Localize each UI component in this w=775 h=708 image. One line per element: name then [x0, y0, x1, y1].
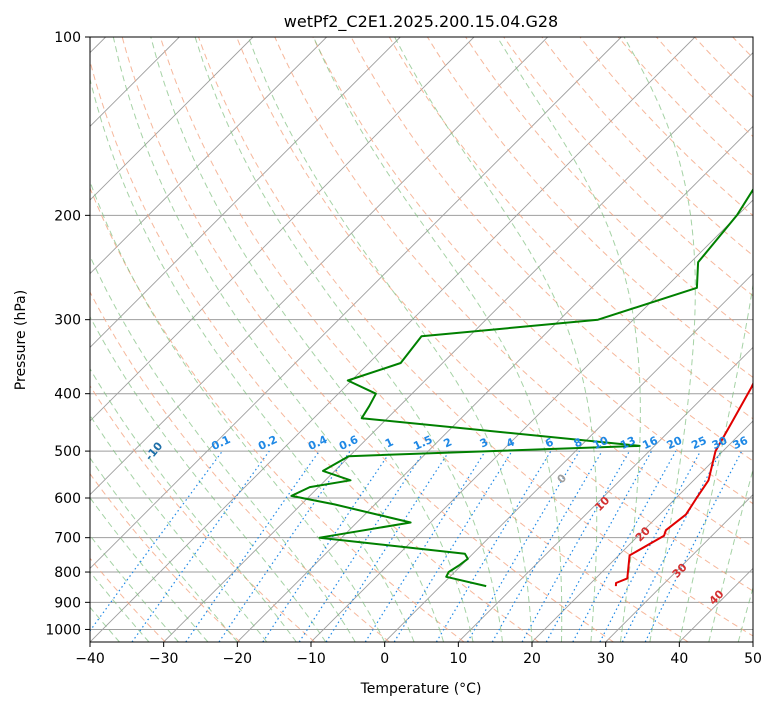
grid-layer	[90, 37, 753, 642]
isotherm-line	[90, 37, 475, 422]
y-tick-label: 1000	[45, 622, 81, 638]
axis-ticks: −40 −30 −20 −10 0 10 20 30 40 50 1000 900 800 700 600 5…	[45, 30, 762, 667]
dry-adiabat-line	[426, 37, 753, 378]
dry-adiabat-line	[274, 37, 753, 548]
isotherm-line	[237, 125, 753, 642]
dry-adiabat-line	[159, 37, 689, 642]
y-axis-label: Pressure (hPa)	[13, 290, 29, 390]
moist-adiabat-line	[623, 37, 696, 642]
mixing-ratio-label: 36	[731, 434, 751, 452]
moist-adiabat-line	[708, 467, 753, 642]
isotherm-line	[90, 37, 696, 642]
profile-layer	[290, 187, 753, 588]
x-tick-label: −40	[75, 651, 105, 667]
dry-adiabat-line	[236, 37, 753, 592]
dry-adiabat-line	[90, 186, 465, 642]
moist-adiabat-line	[90, 254, 356, 642]
dry-adiabat-line	[312, 37, 753, 505]
mixing-ratio-label: 13	[618, 434, 637, 452]
dry-adiabat-line	[388, 37, 753, 420]
moist-adiabat-line	[247, 37, 533, 642]
mixing-ratio-label: 30	[710, 434, 730, 452]
mixing-ratio-line	[298, 450, 425, 642]
y-tick-label: 100	[54, 30, 81, 46]
moist-adiabat-line	[496, 37, 641, 642]
mixing-ratio-line	[491, 450, 603, 642]
x-axis-label: Temperature (°C)	[360, 681, 482, 697]
isotherm-line	[605, 494, 753, 642]
x-tick-label: 50	[744, 651, 762, 667]
isotherm-line	[90, 37, 327, 275]
y-tick-label: 200	[54, 208, 81, 224]
mixing-ratio-line	[185, 450, 320, 642]
dry-adiabat-line	[90, 384, 316, 642]
mixing-ratio-line	[545, 450, 653, 642]
y-tick-label: 900	[54, 595, 81, 611]
moist-adiabat-line	[90, 76, 415, 642]
isotherm-line	[90, 37, 548, 496]
isotherm-line	[163, 52, 753, 642]
mixing-ratio-line	[325, 450, 450, 642]
moist-adiabat-line	[90, 496, 209, 642]
isotherm-line	[90, 37, 254, 201]
x-tick-label: 40	[670, 651, 688, 667]
dry-adiabat-line	[617, 37, 753, 177]
moist-adiabat-line	[150, 37, 474, 642]
y-tick-label: 800	[54, 565, 81, 581]
y-tick-label: 500	[54, 444, 81, 460]
moist-adiabat-line	[112, 37, 445, 642]
y-tick-label: 700	[54, 531, 81, 547]
x-tick-label: 30	[597, 651, 615, 667]
dry-adiabat-line	[121, 37, 614, 642]
dewpoint-profile	[290, 187, 753, 588]
mixing-ratio-label: 16	[640, 434, 660, 452]
moist-adiabat-line	[313, 37, 563, 642]
mixing-ratio-line	[364, 450, 486, 642]
moist-adiabat-line	[90, 414, 268, 642]
dry-adiabat-line	[503, 37, 753, 297]
moist-adiabat-line	[90, 457, 238, 642]
dry-adiabat-line	[90, 291, 390, 642]
moist-adiabat-line	[90, 571, 150, 642]
mixing-ratio-line	[572, 450, 677, 642]
y-tick-label: 300	[54, 313, 81, 329]
chart-title: wetPf2_C2E1.2025.200.15.04.G28	[284, 12, 558, 32]
y-tick-label: 400	[54, 387, 81, 403]
isotherm-line	[90, 37, 622, 569]
moist-adiabat-line	[194, 37, 503, 642]
isotherm-line	[384, 273, 753, 642]
moist-adiabat-line	[90, 534, 179, 642]
x-tick-label: 20	[523, 651, 541, 667]
mixing-ratio-line	[131, 450, 270, 642]
moist-adiabat-line	[737, 585, 753, 642]
isotherm-line	[90, 37, 401, 348]
mixing-ratio-line	[466, 450, 580, 642]
mixing-ratio-line	[435, 450, 552, 642]
mixing-ratio-label: 10	[591, 434, 611, 452]
mixing-ratio-label: 20	[665, 434, 685, 452]
isotherm-line	[310, 199, 753, 642]
plot-frame	[89, 36, 754, 643]
x-tick-label: −10	[296, 651, 326, 667]
moist-adiabat-line	[394, 37, 598, 642]
mixing-ratio-line	[90, 450, 223, 632]
dry-adiabat-line	[198, 37, 753, 637]
x-tick-label: −20	[223, 651, 253, 667]
moist-adiabat-line	[90, 367, 297, 642]
moist-adiabat-line	[678, 282, 753, 642]
temperature-profile	[614, 381, 753, 587]
y-tick-label: 600	[54, 491, 81, 507]
moist-adiabat-line	[90, 315, 327, 642]
mixing-ratio-line	[393, 450, 513, 642]
x-tick-label: 0	[380, 651, 389, 667]
x-tick-label: 10	[449, 651, 467, 667]
dry-adiabat-line	[90, 59, 540, 642]
x-tick-label: −30	[149, 651, 179, 667]
mixing-ratio-line	[521, 450, 631, 642]
mixing-ratio-label: 25	[689, 434, 708, 452]
